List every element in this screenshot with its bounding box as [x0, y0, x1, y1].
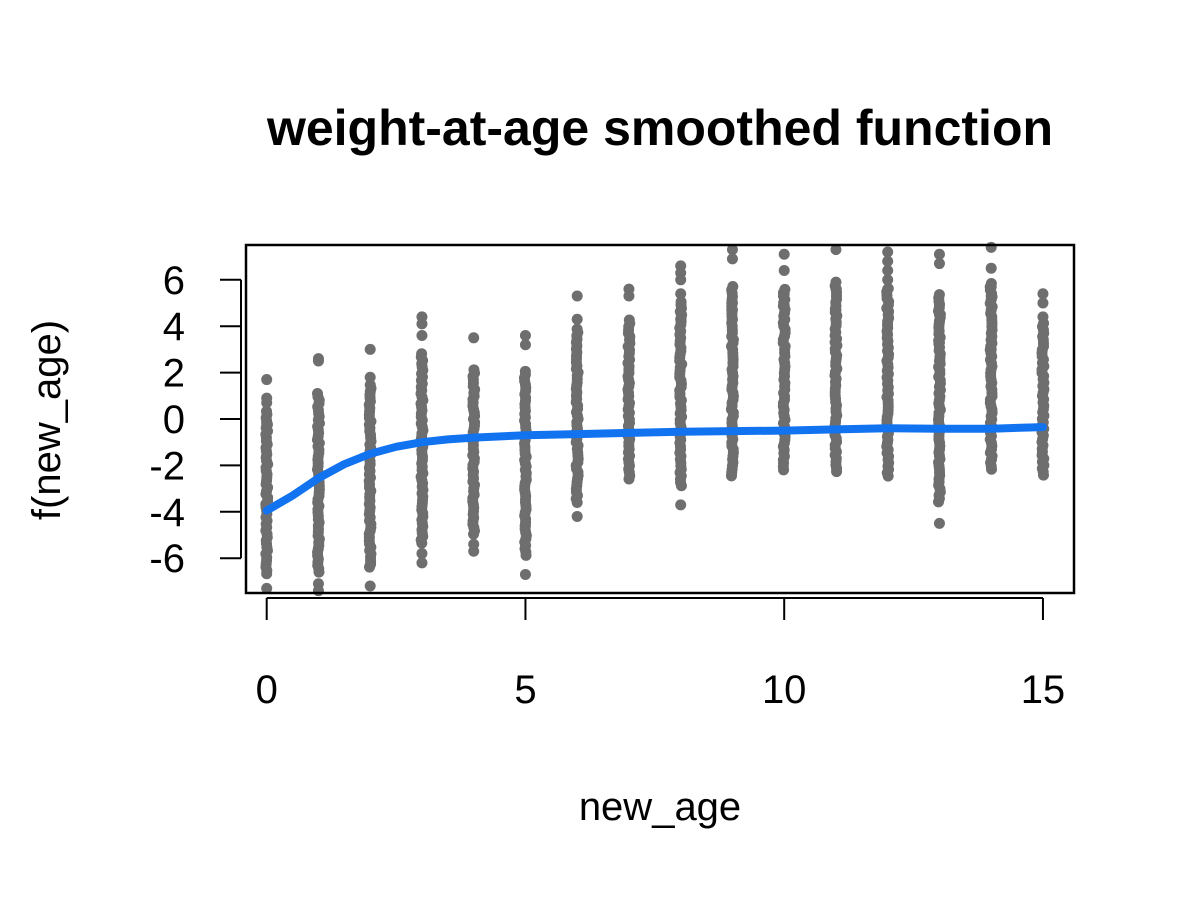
- x-axis-label: new_age: [579, 785, 741, 829]
- data-point: [519, 568, 531, 580]
- data-point: [882, 274, 894, 286]
- data-point: [778, 265, 790, 277]
- data-point: [364, 371, 376, 383]
- data-point: [416, 557, 428, 569]
- data-point: [933, 258, 945, 270]
- data-point: [1037, 288, 1049, 300]
- data-point: [830, 304, 842, 316]
- data-point: [261, 397, 273, 409]
- data-point: [571, 323, 583, 335]
- data-point: [468, 364, 480, 376]
- data-point: [726, 244, 738, 256]
- data-point: [1037, 311, 1049, 323]
- data-point: [519, 365, 531, 377]
- data-point: [468, 545, 480, 557]
- y-tick-label: -2: [149, 444, 185, 488]
- data-point: [985, 241, 997, 253]
- data-point: [882, 283, 894, 295]
- data-point: [571, 313, 583, 325]
- y-tick-label: 4: [163, 305, 185, 349]
- x-tick-label: 5: [514, 668, 536, 712]
- data-point: [364, 580, 376, 592]
- scatter-points: [260, 241, 1050, 597]
- data-point: [519, 339, 531, 351]
- x-axis: 0 5 10 15: [256, 597, 1066, 712]
- data-point: [571, 290, 583, 302]
- x-tick-label: 10: [762, 668, 807, 712]
- data-point: [416, 318, 428, 330]
- data-point: [364, 343, 376, 355]
- data-point: [623, 290, 635, 302]
- data-point: [261, 582, 273, 594]
- data-point: [778, 288, 790, 300]
- data-point: [778, 313, 790, 325]
- data-point: [778, 248, 790, 260]
- data-point: [261, 405, 273, 417]
- data-point: [364, 379, 376, 391]
- data-point: [985, 262, 997, 274]
- data-point: [675, 274, 687, 286]
- data-point: [727, 281, 739, 293]
- data-point: [519, 329, 531, 341]
- y-tick-label: 2: [163, 352, 185, 396]
- data-point: [933, 316, 945, 328]
- data-point: [675, 288, 687, 300]
- data-point: [985, 343, 997, 355]
- data-point: [933, 517, 945, 529]
- data-point: [571, 510, 583, 522]
- data-point: [261, 418, 273, 430]
- x-tick-label: 15: [1021, 668, 1066, 712]
- data-point: [519, 520, 531, 532]
- data-point: [778, 299, 790, 311]
- data-point: [830, 244, 842, 256]
- data-point: [985, 334, 997, 346]
- data-point: [312, 355, 324, 367]
- data-point: [933, 355, 945, 367]
- data-point: [933, 248, 945, 260]
- chart-title: weight-at-age smoothed function: [266, 100, 1053, 156]
- data-point: [261, 374, 273, 386]
- data-point: [882, 246, 894, 258]
- data-point: [726, 313, 738, 325]
- data-point: [933, 289, 945, 301]
- x-tick-label: 0: [256, 668, 278, 712]
- data-point: [312, 585, 324, 597]
- data-point: [311, 387, 323, 399]
- data-point: [571, 497, 583, 509]
- data-point: [675, 313, 687, 325]
- y-tick-label: -4: [149, 491, 185, 535]
- data-point: [933, 336, 945, 348]
- data-point: [985, 290, 997, 302]
- data-point: [416, 548, 428, 560]
- data-point: [416, 348, 428, 360]
- data-point: [675, 499, 687, 511]
- data-point: [985, 281, 997, 293]
- data-point: [830, 283, 842, 295]
- data-point: [726, 253, 738, 265]
- y-axis-label: f(new_age): [25, 320, 69, 520]
- data-point: [882, 255, 894, 267]
- y-tick-label: -6: [149, 537, 185, 581]
- data-point: [364, 559, 376, 571]
- data-point: [882, 265, 894, 277]
- data-point: [416, 329, 428, 341]
- plot-frame: [244, 243, 1076, 595]
- smooth-curve: [262, 423, 1047, 515]
- data-point: [1037, 297, 1049, 309]
- data-point: [468, 332, 480, 344]
- data-point: [726, 304, 738, 316]
- data-point: [623, 314, 635, 326]
- y-tick-label: 6: [163, 259, 185, 303]
- y-tick-label: 0: [163, 398, 185, 442]
- data-point: [675, 296, 687, 308]
